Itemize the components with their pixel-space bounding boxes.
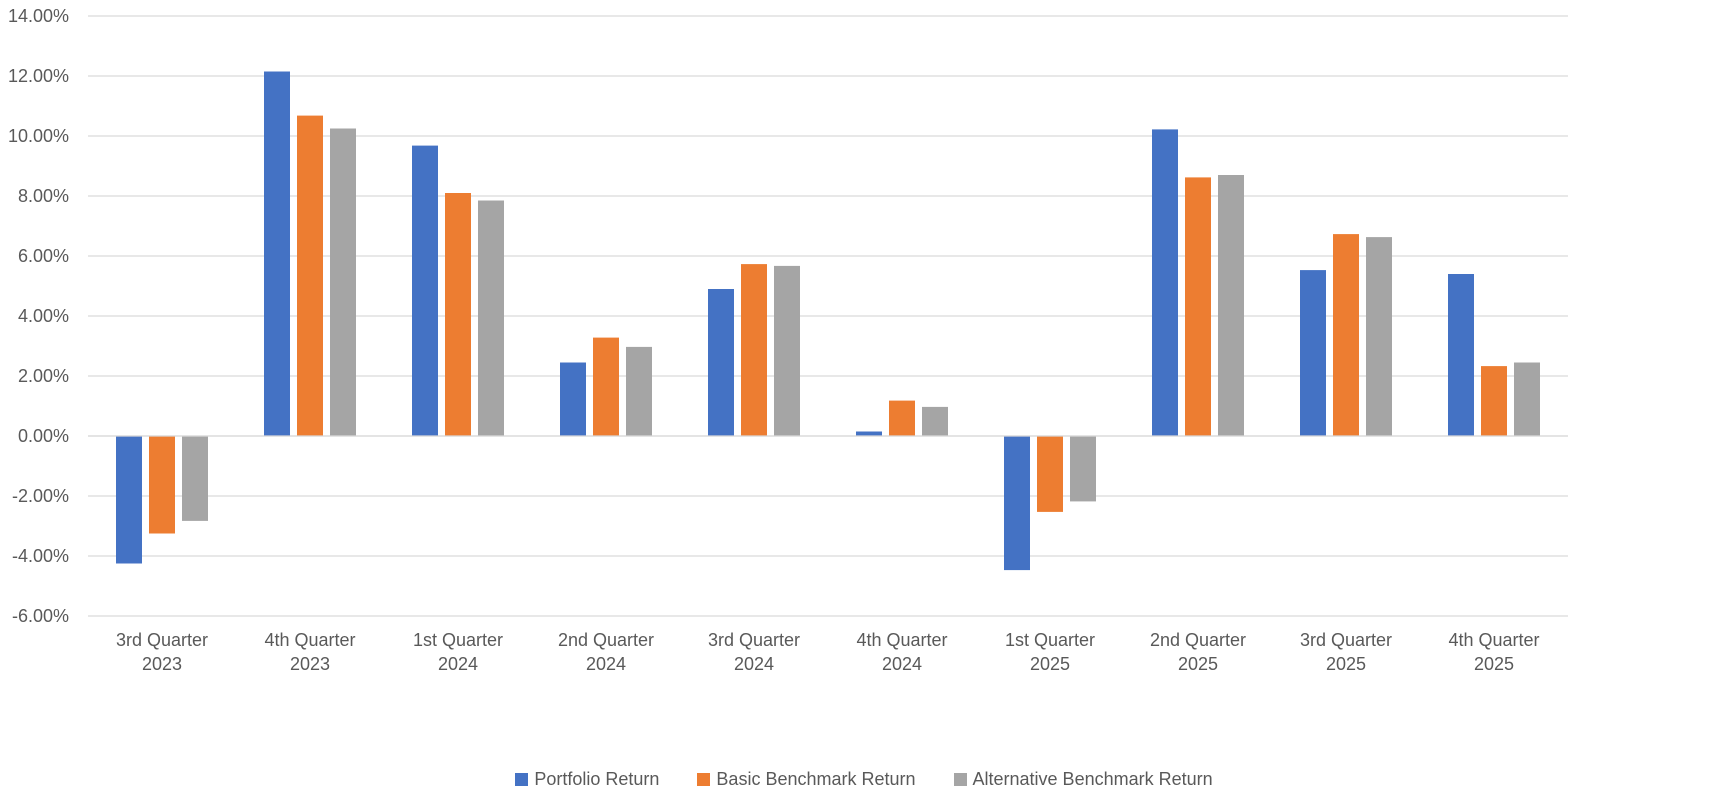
x-tick-label: 4th Quarter <box>856 630 947 650</box>
legend-label: Portfolio Return <box>534 768 660 789</box>
bar-portfolio-return <box>856 431 882 436</box>
legend-swatch <box>697 772 711 786</box>
x-tick-label: 2nd Quarter <box>1150 630 1246 650</box>
legend-item: Basic Benchmark Return <box>697 768 916 790</box>
x-tick-label: 1st Quarter <box>413 630 503 650</box>
x-tick-label: 2023 <box>290 654 330 674</box>
legend-swatch <box>515 772 529 786</box>
x-tick-label: 2nd Quarter <box>558 630 654 650</box>
y-tick-label: -4.00% <box>12 546 69 566</box>
y-tick-label: 10.00% <box>8 126 69 146</box>
bar-basic-benchmark-return <box>1185 177 1211 436</box>
bar-alternative-benchmark-return <box>1218 175 1244 436</box>
legend-swatch <box>953 772 967 786</box>
bar-basic-benchmark-return <box>741 264 767 436</box>
x-tick-label: 2023 <box>142 654 182 674</box>
y-tick-label: 6.00% <box>18 246 69 266</box>
bar-basic-benchmark-return <box>149 436 175 534</box>
bar-portfolio-return <box>1300 270 1326 436</box>
bar-basic-benchmark-return <box>1333 234 1359 436</box>
x-tick-label: 2025 <box>1326 654 1366 674</box>
bar-portfolio-return <box>708 289 734 436</box>
x-tick-label: 3rd Quarter <box>708 630 800 650</box>
bar-alternative-benchmark-return <box>478 200 504 436</box>
bar-alternative-benchmark-return <box>330 128 356 436</box>
bar-portfolio-return <box>560 362 586 436</box>
chart-legend: Portfolio Return Basic Benchmark Return Al… <box>0 767 1728 791</box>
x-tick-label: 2024 <box>586 654 626 674</box>
y-tick-label: 2.00% <box>18 366 69 386</box>
bar-basic-benchmark-return <box>297 115 323 436</box>
bar-alternative-benchmark-return <box>1070 436 1096 502</box>
bar-alternative-benchmark-return <box>626 346 652 436</box>
x-tick-label: 4th Quarter <box>264 630 355 650</box>
bar-basic-benchmark-return <box>1481 366 1507 436</box>
y-tick-label: 4.00% <box>18 306 69 326</box>
bar-alternative-benchmark-return <box>1514 362 1540 436</box>
bar-alternative-benchmark-return <box>1366 237 1392 436</box>
bar-alternative-benchmark-return <box>774 265 800 436</box>
y-tick-label: -2.00% <box>12 486 69 506</box>
x-tick-label: 2025 <box>1178 654 1218 674</box>
bar-portfolio-return <box>1152 129 1178 436</box>
legend-item: Portfolio Return <box>515 769 659 790</box>
y-tick-label: 12.00% <box>8 66 69 86</box>
bar-portfolio-return <box>1004 436 1030 571</box>
bar-basic-benchmark-return <box>445 193 471 436</box>
x-tick-label: 2024 <box>438 654 478 674</box>
bar-basic-benchmark-return <box>1037 436 1063 512</box>
x-tick-label: 3rd Quarter <box>116 630 208 650</box>
x-tick-label: 2025 <box>1474 654 1514 674</box>
x-tick-label: 2024 <box>882 654 922 674</box>
bar-basic-benchmark-return <box>889 400 915 436</box>
y-tick-label: 0.00% <box>18 426 69 446</box>
bar-portfolio-return <box>412 145 438 436</box>
y-tick-label: 8.00% <box>18 186 69 206</box>
legend-item: Alternative Benchmark Return <box>953 768 1213 790</box>
x-tick-label: 1st Quarter <box>1005 630 1095 650</box>
bar-basic-benchmark-return <box>593 337 619 436</box>
x-tick-label: 3rd Quarter <box>1300 630 1392 650</box>
bar-portfolio-return <box>116 436 142 564</box>
y-tick-label: -6.00% <box>12 606 69 626</box>
x-tick-label: 4th Quarter <box>1448 630 1539 650</box>
x-tick-label: 2024 <box>734 654 774 674</box>
bar-alternative-benchmark-return <box>182 436 208 521</box>
legend-label: Basic Benchmark Return <box>716 768 916 789</box>
bar-alternative-benchmark-return <box>922 406 948 436</box>
y-tick-label: 14.00% <box>8 6 69 26</box>
bar-portfolio-return <box>264 71 290 436</box>
legend-label: Alternative Benchmark Return <box>972 768 1213 789</box>
bar-portfolio-return <box>1448 274 1474 436</box>
x-tick-label: 2025 <box>1030 654 1070 674</box>
